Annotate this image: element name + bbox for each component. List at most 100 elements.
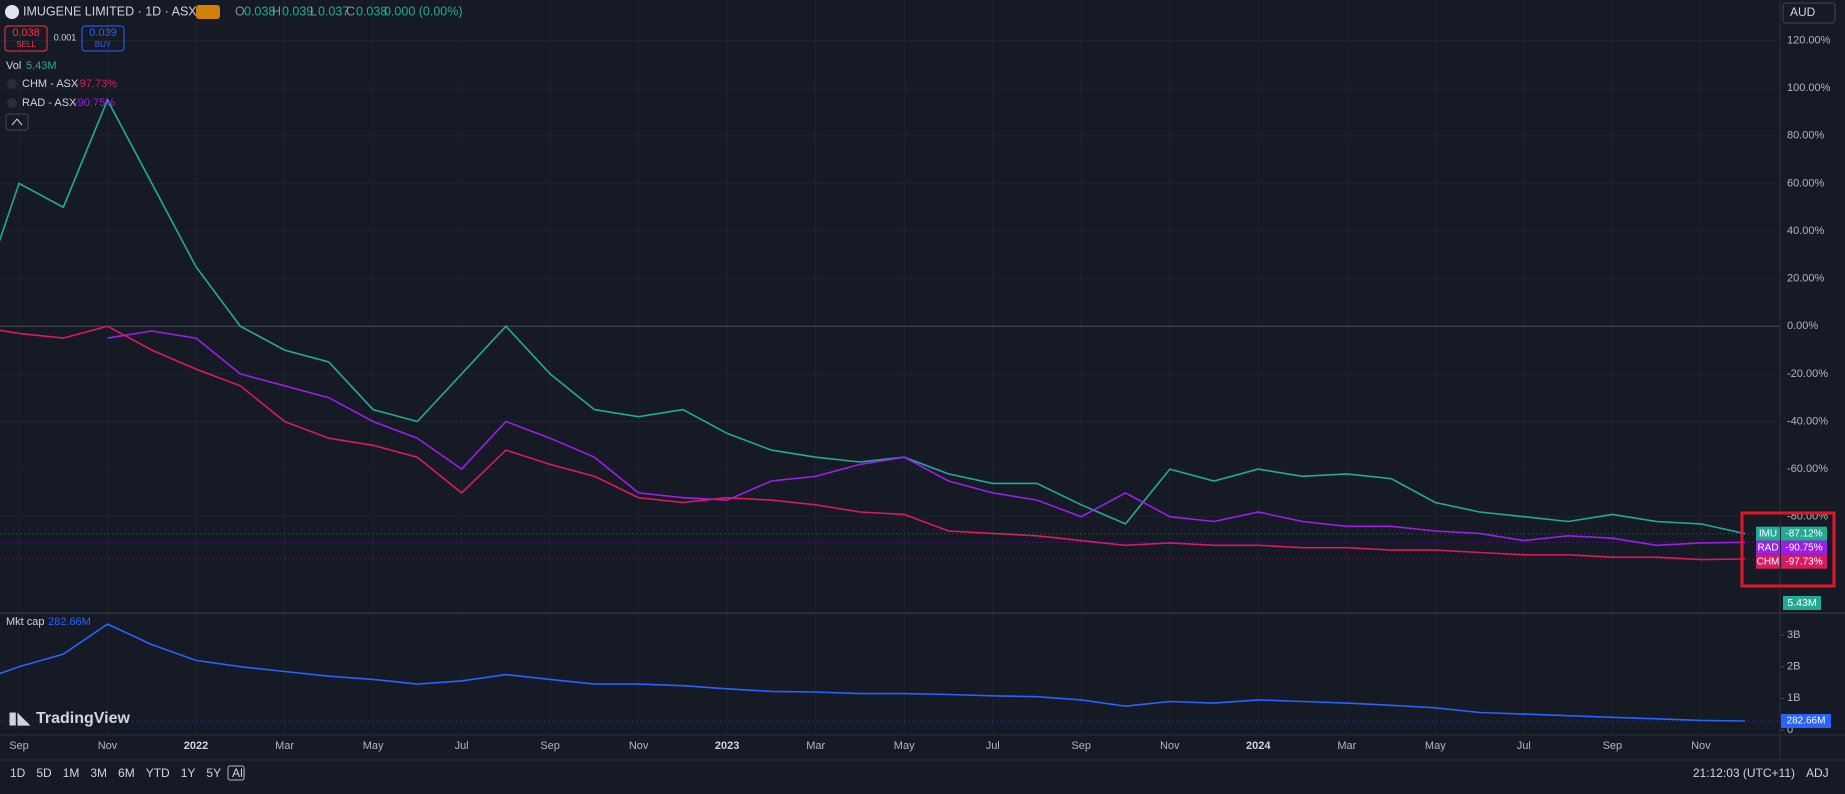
ohlc-value: 0.038 [244,4,275,18]
y-tick-label: 1B [1787,692,1800,704]
legend-item: RAD - ASX [22,97,77,109]
buy-price: 0.039 [89,27,117,39]
volume-legend: Vol [6,60,21,72]
y-tick-label: 3B [1787,629,1800,641]
currency: AUD [1790,5,1816,19]
y-tick-label: 120.00% [1787,34,1831,46]
x-tick-label: Nov [629,740,649,752]
y-tick-label: 2B [1787,661,1800,673]
ohlc-value: 0.038 [356,4,387,18]
value-badge [1781,554,1827,569]
value-badge-text: 282.66M [1787,716,1826,727]
price-badges: IMU -87.12% RAD -90.75% CHM -97.73% 282.66M [1756,526,1831,728]
sell-label: SELL [16,40,36,49]
range-button[interactable]: 1D [10,766,26,780]
value-badge-text: -90.75% [1785,542,1822,553]
name-badge-text: RAD [1757,542,1778,553]
value-badge-text: -87.12% [1785,528,1822,539]
name-badge [1756,540,1780,555]
legend-icon [7,79,17,89]
name-badge-text: CHM [1757,556,1780,567]
x-tick-label: Sep [540,740,560,752]
pane-legend: Mkt cap [6,616,45,628]
grid [0,0,1780,734]
sell-button[interactable] [4,25,48,52]
ohlc-label: O [235,4,245,18]
x-tick-label: Mar [1337,740,1356,752]
value-badge [1781,540,1827,555]
plots [0,98,1780,722]
y-tick-label: 100.00% [1787,82,1831,94]
ohlc-label: H [272,4,281,18]
legend-change: -97.73% [76,78,117,90]
symbol: IMUGENE LIMITED · 1D · ASX [23,4,197,18]
range-button[interactable]: 1M [63,766,80,780]
logo-mark: ▮◣ [8,708,31,727]
x-tick-label: Mar [806,740,825,752]
clock: 21:12:03 (UTC+11) [1693,766,1795,780]
currency-select[interactable] [1782,2,1836,24]
volume-badge [1783,596,1821,610]
logo: TradingView [36,710,131,727]
x-tick-label: Sep [1603,740,1623,752]
volume-badge-text: 5.43M [1787,597,1816,609]
name-badge [1756,526,1780,541]
y-tick-label: 60.00% [1787,177,1825,189]
x-tick-label: Sep [9,740,29,752]
range-button[interactable]: 3M [90,766,107,780]
y-tick-label: 0 [1787,724,1793,736]
x-tick-label: Nov [1160,740,1180,752]
x-tick-label: May [894,740,915,752]
ohlc-change: 0.000 (0.00%) [384,4,463,18]
name-badge-text: IMU [1759,528,1777,539]
axes: Sep Nov 2022 Mar May Jul Sep Nov 2023 Mar May Jul Se… [6,34,1831,752]
series-line [0,325,1746,561]
range-button[interactable]: YTD [146,766,170,780]
legend-change: -90.75% [74,97,115,109]
buy-button[interactable] [81,25,125,52]
range-button[interactable]: 5Y [206,766,221,780]
name-badge [1756,554,1780,569]
adj-button[interactable]: ADJ [1806,766,1829,780]
x-tick-label: 2024 [1246,740,1271,752]
x-tick-label: 2022 [184,740,208,752]
y-tick-label: -60.00% [1787,463,1828,475]
y-tick-label: -20.00% [1787,368,1828,380]
series-line [107,330,1746,547]
x-tick-label: 2023 [715,740,739,752]
range-button[interactable]: 6M [118,766,135,780]
range-button[interactable]: 5D [36,766,52,780]
collapse-button[interactable] [5,113,29,131]
value-badge-text: -97.73% [1785,556,1822,567]
y-tick-label: 20.00% [1787,273,1825,285]
range-buttons: 1D 5D 1M 3M 6M YTD 1Y 5Y All [10,766,245,780]
highlight-box [1740,511,1836,588]
spread: 0.001 [54,32,77,42]
range-button[interactable]: 1Y [181,766,196,780]
pane-legend-value: 282.66M [48,616,91,628]
ohlc-value: 0.039 [282,4,313,18]
x-tick-label: Jul [986,740,1000,752]
flag-icons [196,5,220,19]
range-button[interactable]: All [232,766,245,780]
x-tick-label: May [363,740,384,752]
ohlc-value: 0.037 [318,4,349,18]
volume-legend-value: 5.43M [26,60,57,72]
legend-icon [7,98,17,108]
legend-item: CHM - ASX [22,78,79,90]
x-tick-label: May [1425,740,1446,752]
x-tick-label: Jul [1517,740,1531,752]
ohlc-label: C [346,4,355,18]
series-line [0,98,1746,535]
y-tick-label: -40.00% [1787,415,1828,427]
date-range-button[interactable] [227,765,245,781]
sell-price: 0.038 [12,27,40,39]
x-tick-label: Jul [455,740,469,752]
y-tick-label: 80.00% [1787,130,1825,142]
value-badge [1781,526,1827,541]
collapse-icon [11,118,23,126]
x-tick-label: Sep [1071,740,1091,752]
buy-label: BUY [95,40,112,49]
